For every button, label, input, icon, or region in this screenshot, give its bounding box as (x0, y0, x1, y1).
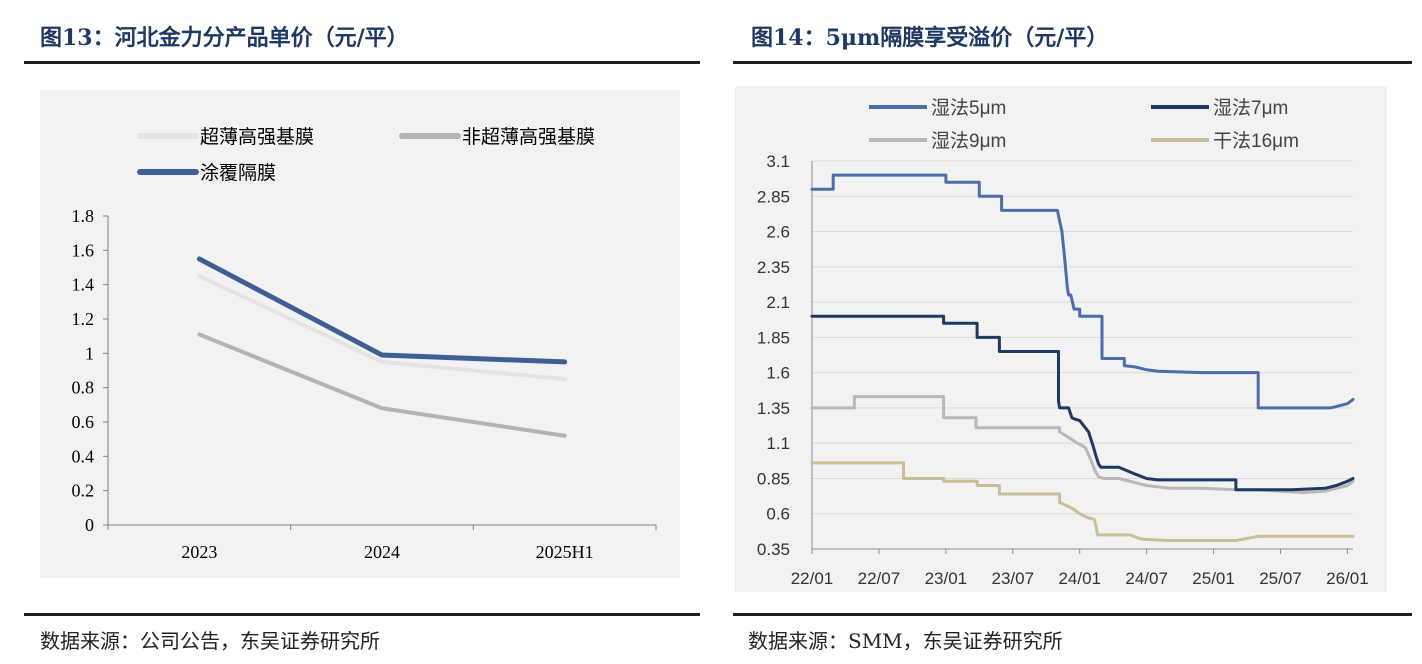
y-tick-label: 1.8 (72, 206, 95, 226)
legend-label: 干法16μm (1213, 130, 1299, 152)
figure-14-chart: 3.1 2.85 2.6 2.35 2.1 1.85 1.6 1.35 1.1 0.85 0.6 0.… (757, 97, 1369, 588)
x-tick-label: 2023 (181, 542, 217, 562)
y-tick-label: 2.85 (757, 187, 790, 206)
figure-13-bottom-rule (24, 613, 700, 616)
figure-14-top-rule (733, 61, 1412, 64)
series-line (810, 314, 1355, 492)
series-line (197, 332, 567, 438)
figure-13-title: 图13：河北金力分产品单价（元/平） (40, 25, 409, 51)
y-tick-label: 1.6 (72, 240, 95, 260)
series-line (197, 274, 567, 382)
figure-14-title: 图14：5μm隔膜享受溢价（元/平） (751, 25, 1109, 51)
figure-13-chart: 1.8 1.6 1.4 1.2 1 0.8 0.6 0.4 0.2 0 2023 2024 2025H1… (72, 126, 657, 562)
y-tick-label: 1.1 (766, 434, 790, 453)
series-line (810, 461, 1355, 542)
figure-13-top-rule (24, 61, 700, 64)
figure-14-panel: 图14：5μm隔膜享受溢价（元/平） 3.1 2.85 2.6 2.35 2.1 1.85… (711, 0, 1422, 664)
figure-14-source: 数据来源：SMM，东吴证券研究所 (748, 629, 1063, 653)
legend-label: 湿法7μm (1213, 97, 1288, 119)
series-line (196, 256, 568, 365)
y-tick-label: 1.4 (72, 275, 95, 295)
x-tick-label: 22/07 (858, 569, 901, 588)
y-tick-label: 1.85 (757, 328, 790, 347)
figure-14-bottom-rule (733, 613, 1412, 616)
y-tick-label: 0.6 (766, 505, 790, 524)
legend-label: 湿法5μm (931, 97, 1006, 119)
legend-label: 涂覆隔膜 (200, 162, 276, 184)
x-tick-label: 25/01 (1192, 569, 1235, 588)
x-tick-label: 2024 (364, 542, 400, 562)
y-tick-label: 1.35 (757, 399, 790, 418)
y-tick-label: 1 (85, 343, 94, 363)
y-tick-label: 3.1 (766, 152, 790, 171)
y-tick-label: 0.35 (757, 540, 790, 559)
y-tick-label: 0 (85, 515, 94, 535)
y-tick-label: 2.35 (757, 258, 790, 277)
y-tick-label: 1.6 (766, 364, 790, 383)
figure-13-panel: 图13：河北金力分产品单价（元/平） 1.8 1.6 1.4 1.2 1 0.8 0.6 0.… (24, 25, 700, 653)
legend-label: 非超薄高强基膜 (462, 126, 595, 148)
y-tick-label: 0.4 (72, 446, 95, 466)
x-tick-label: 23/07 (992, 569, 1035, 588)
legend-label: 湿法9μm (931, 130, 1006, 152)
legend-label: 超薄高强基膜 (200, 126, 314, 148)
y-tick-label: 0.6 (72, 412, 95, 432)
x-tick-label: 25/07 (1259, 569, 1302, 588)
y-tick-label: 2.6 (766, 223, 790, 242)
y-tick-label: 2.1 (766, 293, 790, 312)
x-tick-label: 24/01 (1058, 569, 1101, 588)
y-tick-label: 0.2 (72, 481, 95, 501)
figure-14-chart-area (735, 86, 1387, 592)
series-line (810, 173, 1355, 410)
x-tick-label: 23/01 (925, 569, 968, 588)
x-tick-label: 26/01 (1326, 569, 1369, 588)
y-tick-label: 0.8 (72, 378, 95, 398)
y-tick-label: 0.85 (757, 469, 790, 488)
y-tick-label: 1.2 (72, 309, 95, 329)
x-tick-label: 22/01 (791, 569, 834, 588)
x-tick-label: 24/07 (1125, 569, 1168, 588)
x-tick-label: 2025H1 (536, 542, 594, 562)
figure-13-source: 数据来源：公司公告，东吴证券研究所 (40, 629, 380, 653)
